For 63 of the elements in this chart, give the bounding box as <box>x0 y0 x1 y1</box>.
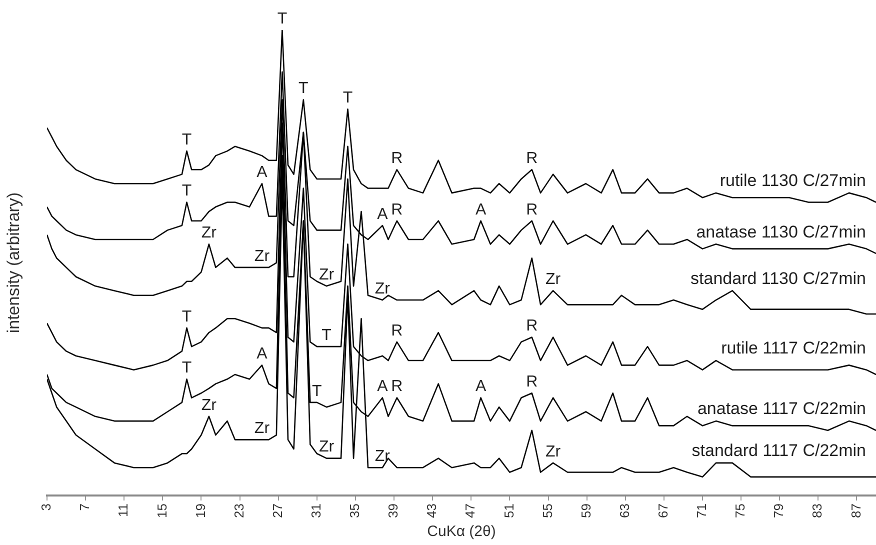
x-tick-label: 11 <box>116 504 131 518</box>
annotation: Zr <box>374 280 391 298</box>
annotation: R <box>526 318 538 335</box>
annotation: Zr <box>201 396 218 414</box>
annotation: A <box>256 346 268 363</box>
annotation: R <box>391 150 403 168</box>
x-tick-label: 87 <box>848 504 864 518</box>
annotation: T <box>277 10 288 28</box>
annotation: T <box>312 382 322 400</box>
x-tick-label: 35 <box>347 504 362 518</box>
annotation: Zr <box>546 271 562 288</box>
x-tick-label: 15 <box>154 504 170 518</box>
annotation: R <box>391 201 403 218</box>
x-tick-label: 63 <box>616 504 632 518</box>
annotation: T <box>298 80 309 98</box>
annotation: R <box>526 374 538 391</box>
annotation: Zr <box>201 224 218 242</box>
x-tick-label: 19 <box>192 504 208 518</box>
annotation: Zr <box>546 443 562 460</box>
x-tick-label: 75 <box>732 504 748 518</box>
annotation: T <box>182 308 192 326</box>
annotation: A <box>475 378 486 396</box>
series-label: rutile 1130 C/27min <box>720 171 866 190</box>
x-tick-label: 7 <box>77 504 92 511</box>
annotation: T <box>342 90 353 107</box>
x-tick-label: 59 <box>578 504 594 518</box>
x-tick-label: 43 <box>424 504 440 518</box>
series-label: anatase 1117 C/22min <box>697 399 866 418</box>
annotation: A <box>475 201 486 218</box>
x-tick-label: 23 <box>231 504 246 518</box>
series-label: standard 1117 C/22min <box>692 441 866 460</box>
x-tick-label: 51 <box>501 504 516 518</box>
annotation: Zr <box>254 420 270 438</box>
x-tick-label: 47 <box>462 504 478 518</box>
annotation: R <box>526 150 538 168</box>
series-label: standard 1130 C/27min <box>690 268 866 288</box>
x-tick-label: 31 <box>308 504 324 518</box>
annotation: R <box>391 322 403 340</box>
x-tick-label: 71 <box>694 504 710 518</box>
annotation: R <box>391 378 403 396</box>
annotation: Zr <box>318 438 335 456</box>
x-tick-label: 79 <box>771 504 786 518</box>
x-tick-label: 27 <box>270 504 285 518</box>
annotation: A <box>377 206 388 223</box>
annotation: T <box>182 131 192 148</box>
x-tick-label: 39 <box>386 504 401 518</box>
annotation: Zr <box>254 248 270 265</box>
x-tick-label: 3 <box>38 504 54 511</box>
annotation: A <box>377 378 388 396</box>
series-label: rutile 1117 C/22min <box>721 338 866 358</box>
annotation: T <box>322 326 332 344</box>
annotation: Zr <box>318 266 335 284</box>
series-label: anatase 1130 C/27min <box>696 222 866 242</box>
x-axis-title: CuKα (2θ) <box>427 523 496 540</box>
x-tick-label: 67 <box>656 504 671 518</box>
annotation: R <box>526 201 538 218</box>
annotation: T <box>182 182 192 200</box>
annotation: Zr <box>374 448 391 466</box>
y-axis-title: intensity (arbitrary) <box>4 192 23 334</box>
annotation: A <box>256 164 268 182</box>
annotation: T <box>182 360 192 377</box>
x-tick-label: 83 <box>810 504 825 518</box>
x-tick-label: 55 <box>540 504 555 518</box>
